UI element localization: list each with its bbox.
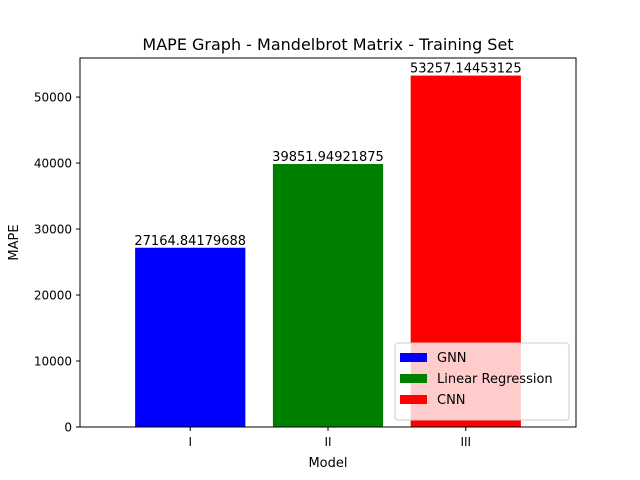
y-tick-label: 10000 — [34, 355, 72, 369]
legend-swatch — [400, 374, 427, 383]
y-tick-label: 20000 — [34, 289, 72, 303]
y-tick-label: 40000 — [34, 157, 72, 171]
x-tick-label: II — [324, 435, 331, 449]
y-axis-ticks: 0 10000 20000 30000 40000 50000 — [34, 91, 80, 435]
legend-swatch — [400, 353, 427, 362]
data-labels-group: 27164.84179688 39851.94921875 53257.144531… — [134, 62, 521, 249]
legend-label: Linear Regression — [437, 372, 553, 387]
x-axis-label: Model — [308, 456, 347, 471]
x-axis-ticks: I II III — [188, 427, 471, 449]
legend-swatch — [400, 395, 427, 404]
legend-box — [394, 342, 570, 421]
y-axis-label: MAPE — [7, 224, 22, 260]
bar-I — [135, 247, 246, 427]
x-tick-label: I — [188, 435, 192, 449]
data-label-I: 27164.84179688 — [134, 234, 246, 249]
y-tick-label: 30000 — [34, 223, 72, 237]
y-tick-label: 50000 — [34, 91, 72, 105]
bar-II — [272, 164, 384, 427]
chart-title: MAPE Graph - Mandelbrot Matrix - Trainin… — [142, 35, 513, 54]
y-tick-label: 0 — [64, 421, 72, 435]
legend: GNN Linear Regression CNN — [394, 342, 570, 421]
data-label-II: 39851.94921875 — [272, 150, 384, 165]
data-label-III: 53257.14453125 — [410, 62, 522, 77]
legend-label: GNN — [437, 351, 467, 366]
legend-label: CNN — [437, 393, 466, 408]
x-tick-label: III — [460, 435, 471, 449]
